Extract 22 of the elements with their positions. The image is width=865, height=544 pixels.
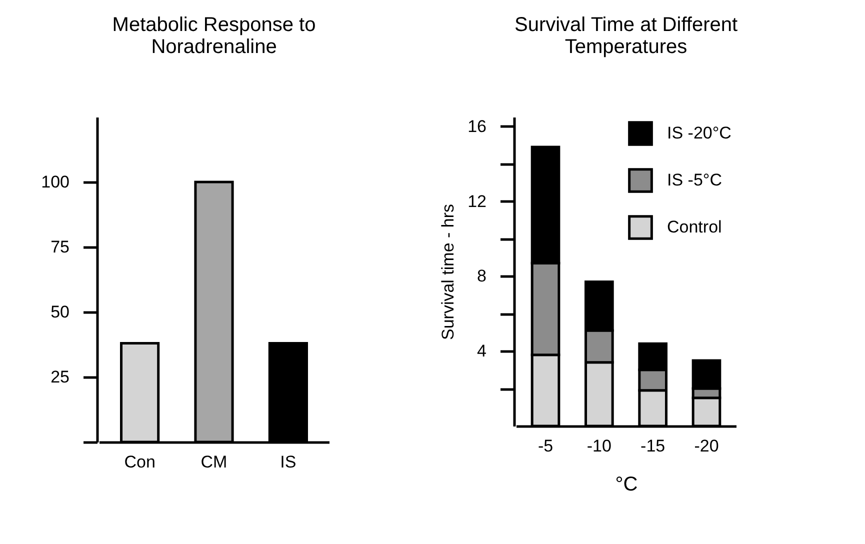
x-tick-label: -5 [538, 436, 554, 456]
y-tick-label: 4 [477, 342, 486, 361]
x-tick-label: -10 [586, 436, 612, 456]
chart-title: Metabolic Response to Noradrenaline [112, 14, 316, 58]
x-tick-label: Con [124, 452, 156, 472]
y-tick-label: 75 [50, 238, 70, 256]
y-tick-label: 100 [41, 172, 70, 192]
y-tick-label: 12 [468, 192, 486, 211]
y-axis-title: Survival time - hrs [438, 204, 458, 340]
y-tick-label: 25 [50, 368, 70, 386]
x-tick-label: IS [280, 452, 296, 472]
legend-label: IS -20°C [667, 124, 732, 142]
chart-title: Survival Time at Different Temperatures [514, 14, 738, 58]
legend-label: Control [667, 218, 722, 236]
x-tick-label: -20 [694, 436, 719, 456]
x-axis-title: °C [615, 474, 638, 496]
x-tick-label: -15 [640, 436, 666, 456]
y-tick-label: 16 [468, 116, 486, 136]
x-tick-label: CM [200, 452, 228, 472]
y-tick-label: 8 [477, 266, 486, 286]
legend-label: IS -5°C [667, 170, 722, 190]
y-tick-label: 50 [50, 302, 70, 322]
